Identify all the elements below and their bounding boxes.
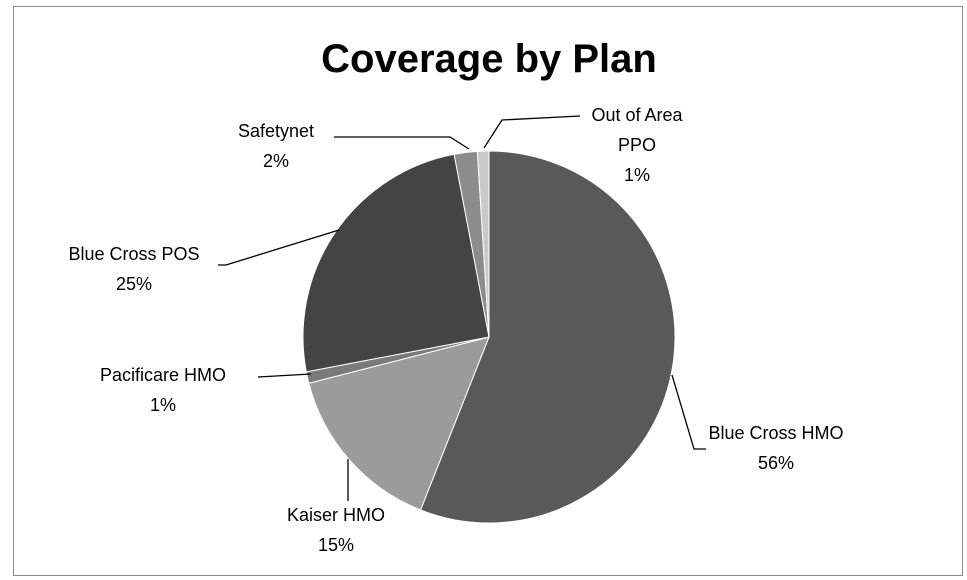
- slice-name: PPO: [618, 135, 656, 155]
- pie-chart: Coverage by Plan Blue Cross HMO 56% Kaiser…: [68, 37, 843, 555]
- slice-value: 1%: [150, 395, 176, 415]
- slice-name: Blue Cross POS: [68, 244, 199, 264]
- slice-label: Blue Cross POS 25%: [68, 244, 199, 294]
- slice-value: 15%: [318, 535, 354, 555]
- slice-name: Pacificare HMO: [100, 365, 226, 385]
- slice-value: 56%: [758, 453, 794, 473]
- pie-slice-kaiser-hmo: [308, 336, 490, 511]
- leader-line: [218, 229, 340, 266]
- slice-value: 1%: [624, 165, 650, 185]
- leader-line: [483, 115, 581, 149]
- leader-line: [334, 136, 470, 150]
- slice-value: 2%: [263, 151, 289, 171]
- slice-label: Out of Area PPO 1%: [591, 105, 683, 185]
- pie-slice-out-of-area-ppo: [476, 150, 490, 338]
- chart-title: Coverage by Plan: [321, 37, 657, 81]
- leader-lines: [218, 115, 706, 501]
- slice-name: Kaiser HMO: [287, 505, 385, 525]
- slice-name: Out of Area: [591, 105, 683, 125]
- pie-slices: [302, 150, 676, 524]
- pie-slice-blue-cross-pos: [302, 153, 490, 373]
- slice-label: Pacificare HMO 1%: [100, 365, 226, 415]
- chart-area: Coverage by Plan Blue Cross HMO 56% Kaiser…: [13, 6, 963, 576]
- leader-line: [671, 374, 706, 450]
- slice-name: Blue Cross HMO: [708, 423, 843, 443]
- pie-slice-blue-cross-hmo: [419, 150, 676, 524]
- slice-label: Safetynet 2%: [238, 121, 314, 171]
- slice-labels: Blue Cross HMO 56% Kaiser HMO 15% Pacificare…: [68, 105, 843, 555]
- slice-label: Kaiser HMO 15%: [287, 505, 385, 555]
- slice-value: 25%: [116, 274, 152, 294]
- slice-name: Safetynet: [238, 121, 314, 141]
- slice-label: Blue Cross HMO 56%: [708, 423, 843, 473]
- leader-line: [257, 373, 312, 378]
